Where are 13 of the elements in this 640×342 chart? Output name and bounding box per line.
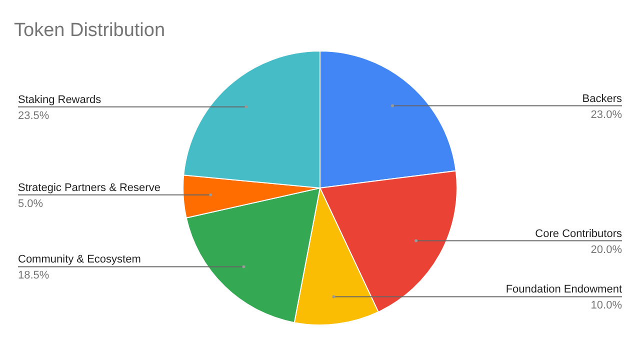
slice-label: Backers bbox=[582, 92, 622, 105]
slice-label: Foundation Endowment bbox=[506, 284, 622, 296]
data-label: 20.0% bbox=[590, 244, 622, 256]
slice-label: Staking Rewards bbox=[18, 94, 102, 106]
data-label: 23.5% bbox=[18, 110, 50, 122]
data-label: 10.0% bbox=[590, 300, 622, 312]
slice-label: Core Contributors bbox=[535, 228, 622, 240]
chart-title: Token Distribution bbox=[14, 20, 166, 41]
data-label: 23.0% bbox=[590, 108, 622, 121]
data-label: 5.0% bbox=[18, 198, 44, 210]
slice-label: Strategic Partners & Reserve bbox=[18, 182, 160, 194]
slice-label: Community & Ecosystem bbox=[18, 254, 141, 266]
data-label: 18.5% bbox=[18, 270, 50, 282]
